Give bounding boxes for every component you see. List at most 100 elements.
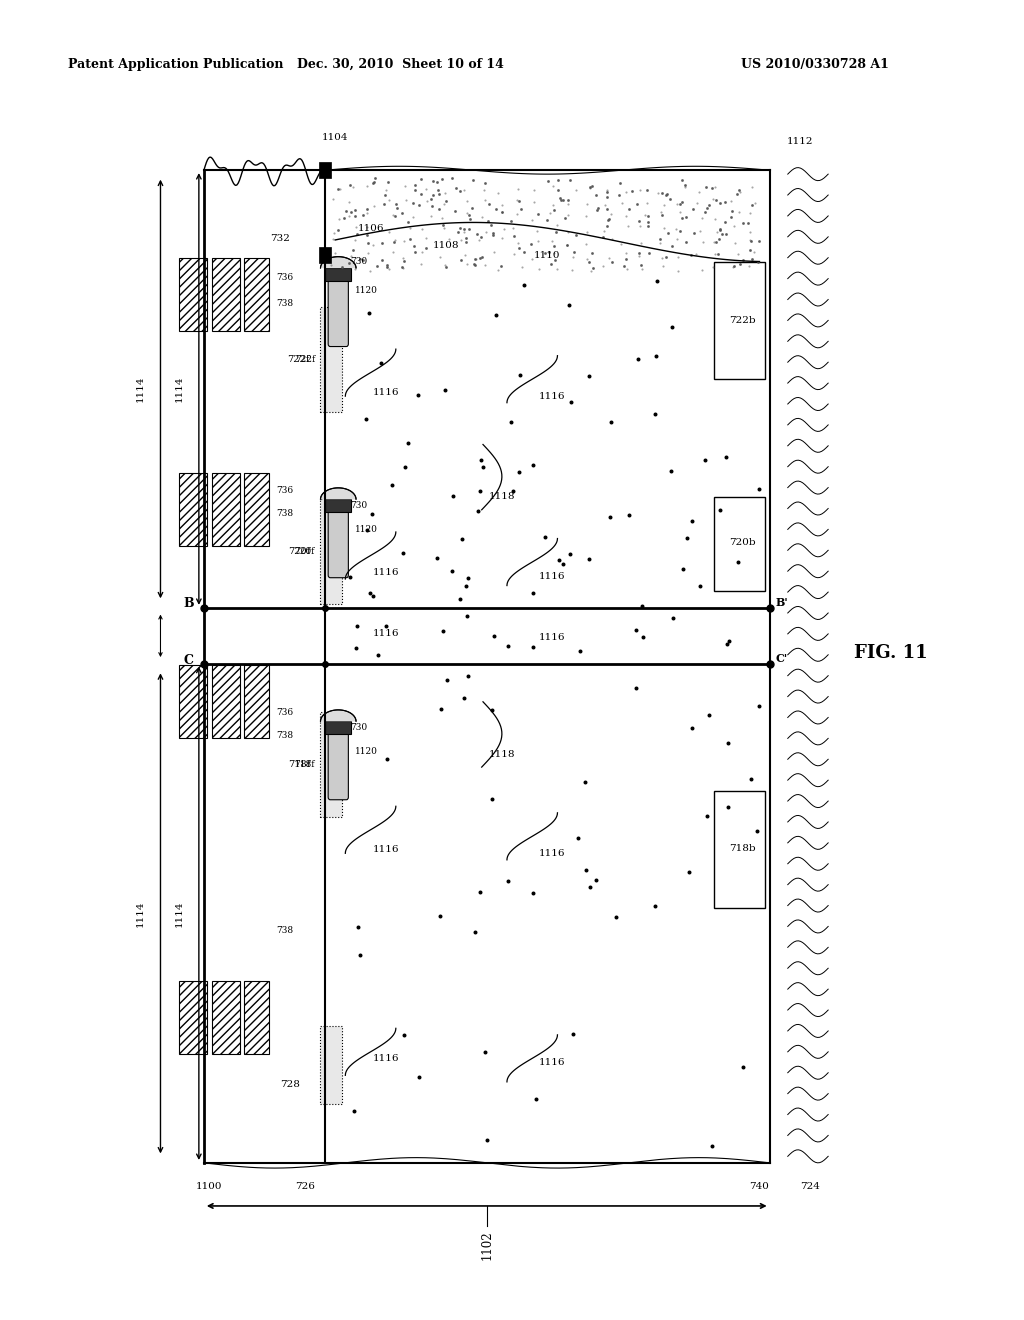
Point	[720, 797, 736, 818]
Point	[424, 195, 440, 216]
Point	[554, 189, 570, 210]
Text: 736: 736	[276, 708, 293, 717]
Point	[714, 223, 730, 244]
Point	[631, 243, 647, 264]
Point	[400, 433, 417, 454]
Point	[585, 257, 601, 279]
Point	[703, 177, 720, 198]
Text: 736: 736	[276, 486, 293, 495]
Point	[560, 190, 577, 211]
Point	[516, 275, 532, 296]
Point	[582, 176, 598, 197]
Point	[338, 201, 354, 222]
Point	[460, 568, 476, 589]
Point	[494, 202, 510, 223]
Point	[581, 251, 597, 272]
Bar	[178, 981, 207, 1055]
Point	[589, 199, 605, 220]
Point	[512, 364, 528, 385]
Text: 738: 738	[276, 298, 293, 308]
Bar	[321, 1026, 342, 1104]
Point	[678, 232, 694, 253]
Point	[683, 244, 699, 265]
Point	[633, 595, 649, 616]
Point	[732, 253, 749, 275]
Point	[407, 180, 423, 201]
Point	[446, 201, 463, 222]
Point	[358, 198, 375, 219]
Text: C': C'	[775, 653, 787, 664]
Point	[472, 882, 488, 903]
Point	[480, 210, 497, 231]
Point	[717, 211, 733, 232]
Text: 1116: 1116	[540, 849, 565, 858]
Point	[540, 170, 556, 191]
Point	[411, 1067, 427, 1088]
Text: 1114: 1114	[136, 376, 144, 403]
Point	[510, 190, 526, 211]
Point	[334, 256, 350, 277]
Point	[701, 705, 718, 726]
Point	[379, 255, 395, 276]
Point	[717, 191, 733, 213]
Point	[456, 688, 472, 709]
Point	[396, 251, 413, 272]
Point	[511, 461, 527, 482]
Point	[458, 228, 474, 249]
Point	[396, 1024, 413, 1045]
Point	[485, 222, 502, 243]
Point	[628, 619, 644, 640]
Bar	[178, 665, 207, 738]
Point	[431, 183, 447, 205]
Text: 1116: 1116	[540, 1057, 565, 1067]
Point	[443, 560, 460, 581]
Point	[467, 248, 483, 269]
Point	[631, 211, 647, 232]
Point	[601, 209, 617, 230]
Text: B: B	[183, 598, 194, 610]
Point	[378, 615, 394, 636]
Point	[684, 510, 700, 531]
Point	[582, 876, 598, 898]
Text: 1120: 1120	[355, 525, 378, 533]
Point	[662, 189, 678, 210]
Point	[389, 198, 406, 219]
Point	[374, 352, 390, 374]
Point	[603, 411, 620, 432]
Point	[524, 636, 541, 657]
Point	[701, 194, 718, 215]
Point	[561, 294, 578, 315]
Point	[473, 247, 489, 268]
Text: 730: 730	[350, 257, 368, 267]
Text: 718f: 718f	[295, 760, 315, 770]
Polygon shape	[321, 256, 356, 268]
Point	[342, 566, 358, 587]
Point	[719, 634, 735, 655]
Point	[483, 214, 500, 235]
Point	[525, 454, 542, 475]
Point	[477, 1041, 494, 1063]
Point	[425, 185, 441, 206]
Point	[558, 235, 574, 256]
Point	[500, 871, 516, 892]
Point	[672, 194, 688, 215]
Point	[477, 173, 494, 194]
Point	[538, 243, 554, 264]
Point	[412, 194, 428, 215]
Point	[584, 176, 600, 197]
Point	[546, 199, 562, 220]
Point	[621, 198, 637, 219]
Text: 1112: 1112	[786, 137, 813, 147]
Point	[347, 199, 364, 220]
Point	[453, 249, 469, 271]
Point	[604, 251, 621, 272]
Point	[406, 236, 422, 257]
Text: 1116: 1116	[540, 634, 565, 643]
Point	[595, 227, 611, 248]
Point	[413, 183, 429, 205]
Point	[547, 249, 563, 271]
Text: FIG. 11: FIG. 11	[854, 644, 928, 663]
Point	[436, 380, 453, 401]
Point	[346, 206, 362, 227]
Point	[452, 180, 468, 201]
